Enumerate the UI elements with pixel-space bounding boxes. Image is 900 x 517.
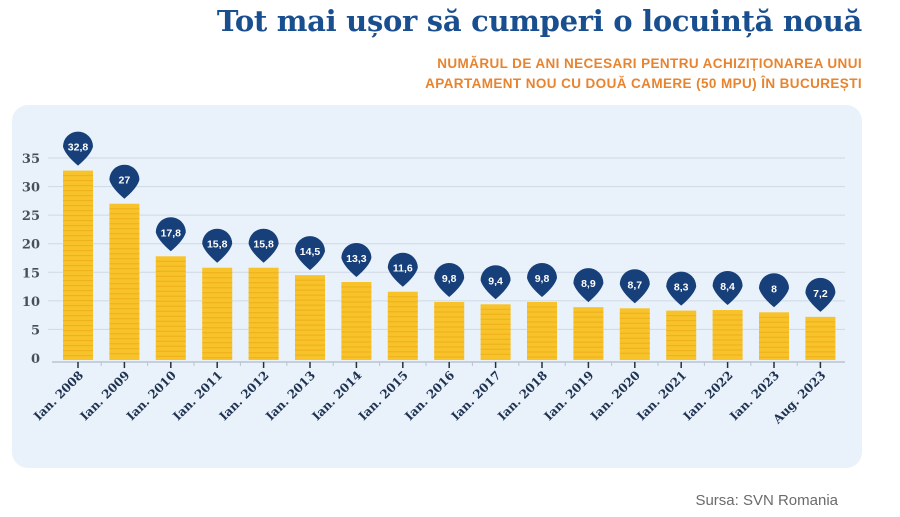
bar-coin-stack [480,304,511,360]
data-label: 32,8 [68,142,89,154]
data-label: 13,3 [346,253,367,265]
value-pin [573,268,604,303]
value-pin [63,131,93,166]
bar-coin-stack [573,307,604,360]
bar-coin-stack [202,267,233,360]
value-pin [527,263,557,297]
data-label: 9,8 [535,273,550,285]
data-label: 9,8 [442,273,457,285]
value-pin [434,263,465,297]
y-tick-label: 25 [22,209,40,224]
data-label: 17,8 [161,227,182,239]
value-pin [619,269,650,304]
data-label: 9,4 [488,275,503,287]
bar-coin-stack [759,312,789,360]
value-pin [295,236,325,271]
value-pin [109,164,140,199]
bar-coin-stack [527,302,557,360]
value-pin [155,217,186,252]
bar-coin-stack [248,267,279,360]
y-tick-label: 15 [22,266,40,281]
value-pin [341,243,372,277]
data-label: 15,8 [207,239,228,251]
value-pin [805,277,836,312]
y-tick-label: 0 [31,352,40,367]
source-note: Sursa: SVN Romania [695,492,838,509]
bar-coin-stack [155,256,186,360]
y-tick-label: 10 [22,295,40,310]
data-label: 7,2 [813,288,828,300]
bar-coin-stack [805,316,836,360]
data-label: 14,5 [300,246,321,258]
bar-coin-stack [295,275,325,360]
bar-coin-stack [619,308,650,360]
bar-coin-stack [109,203,140,360]
y-tick-label: 35 [22,152,40,167]
data-label: 8,7 [627,279,642,291]
data-label: 8,3 [674,282,689,294]
y-tick-label: 5 [31,323,40,338]
y-tick-label: 30 [22,181,40,196]
value-pin [759,273,789,308]
value-pin [666,271,697,306]
data-label: 8,4 [720,281,735,293]
data-label: 11,6 [393,263,413,275]
value-pin [480,265,511,300]
data-label: 8,9 [581,278,596,290]
value-pin [387,252,418,287]
subtitle-line-2: APARTAMENT NOU CU DOUĂ CAMERE (50 MPU) Î… [425,76,862,91]
bar-coin-stack [434,302,465,360]
y-tick-label: 20 [22,238,40,253]
page-title: Tot mai ușor să cumperi o locuință nouă [216,4,862,38]
bar-coin-stack [341,282,372,360]
value-pin [248,228,279,263]
value-pin [202,228,233,263]
data-label: 15,8 [253,239,274,251]
subtitle-line-1: NUMĂRUL DE ANI NECESARI PENTRU ACHIZIȚIO… [437,56,862,71]
chart-subtitle: NUMĂRUL DE ANI NECESARI PENTRU ACHIZIȚIO… [425,54,862,94]
data-label: 8 [771,283,777,295]
data-label: 27 [119,175,131,187]
bar-coin-stack [387,291,418,360]
value-pin [712,271,743,305]
